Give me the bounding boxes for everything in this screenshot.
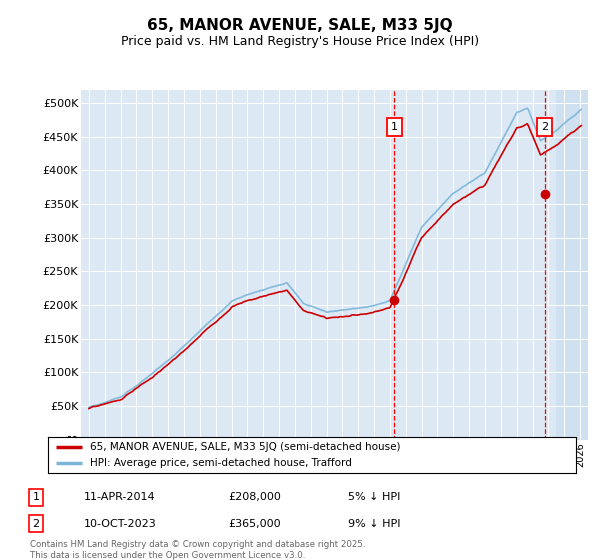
Text: 10-OCT-2023: 10-OCT-2023 [84,519,157,529]
Bar [556,90,588,440]
Text: 5% ↓ HPI: 5% ↓ HPI [348,492,400,502]
Text: 2: 2 [541,122,548,132]
Text: £208,000: £208,000 [228,492,281,502]
Text: 9% ↓ HPI: 9% ↓ HPI [348,519,401,529]
Text: 65, MANOR AVENUE, SALE, M33 5JQ: 65, MANOR AVENUE, SALE, M33 5JQ [147,18,453,32]
Text: 1: 1 [391,122,398,132]
Text: Contains HM Land Registry data © Crown copyright and database right 2025.
This d: Contains HM Land Registry data © Crown c… [30,540,365,559]
Text: HPI: Average price, semi-detached house, Trafford: HPI: Average price, semi-detached house,… [90,459,352,468]
Text: £365,000: £365,000 [228,519,281,529]
Text: 11-APR-2014: 11-APR-2014 [84,492,155,502]
Text: 1: 1 [32,492,40,502]
Text: 2: 2 [32,519,40,529]
Text: Price paid vs. HM Land Registry's House Price Index (HPI): Price paid vs. HM Land Registry's House … [121,35,479,49]
Text: 65, MANOR AVENUE, SALE, M33 5JQ (semi-detached house): 65, MANOR AVENUE, SALE, M33 5JQ (semi-de… [90,442,401,451]
